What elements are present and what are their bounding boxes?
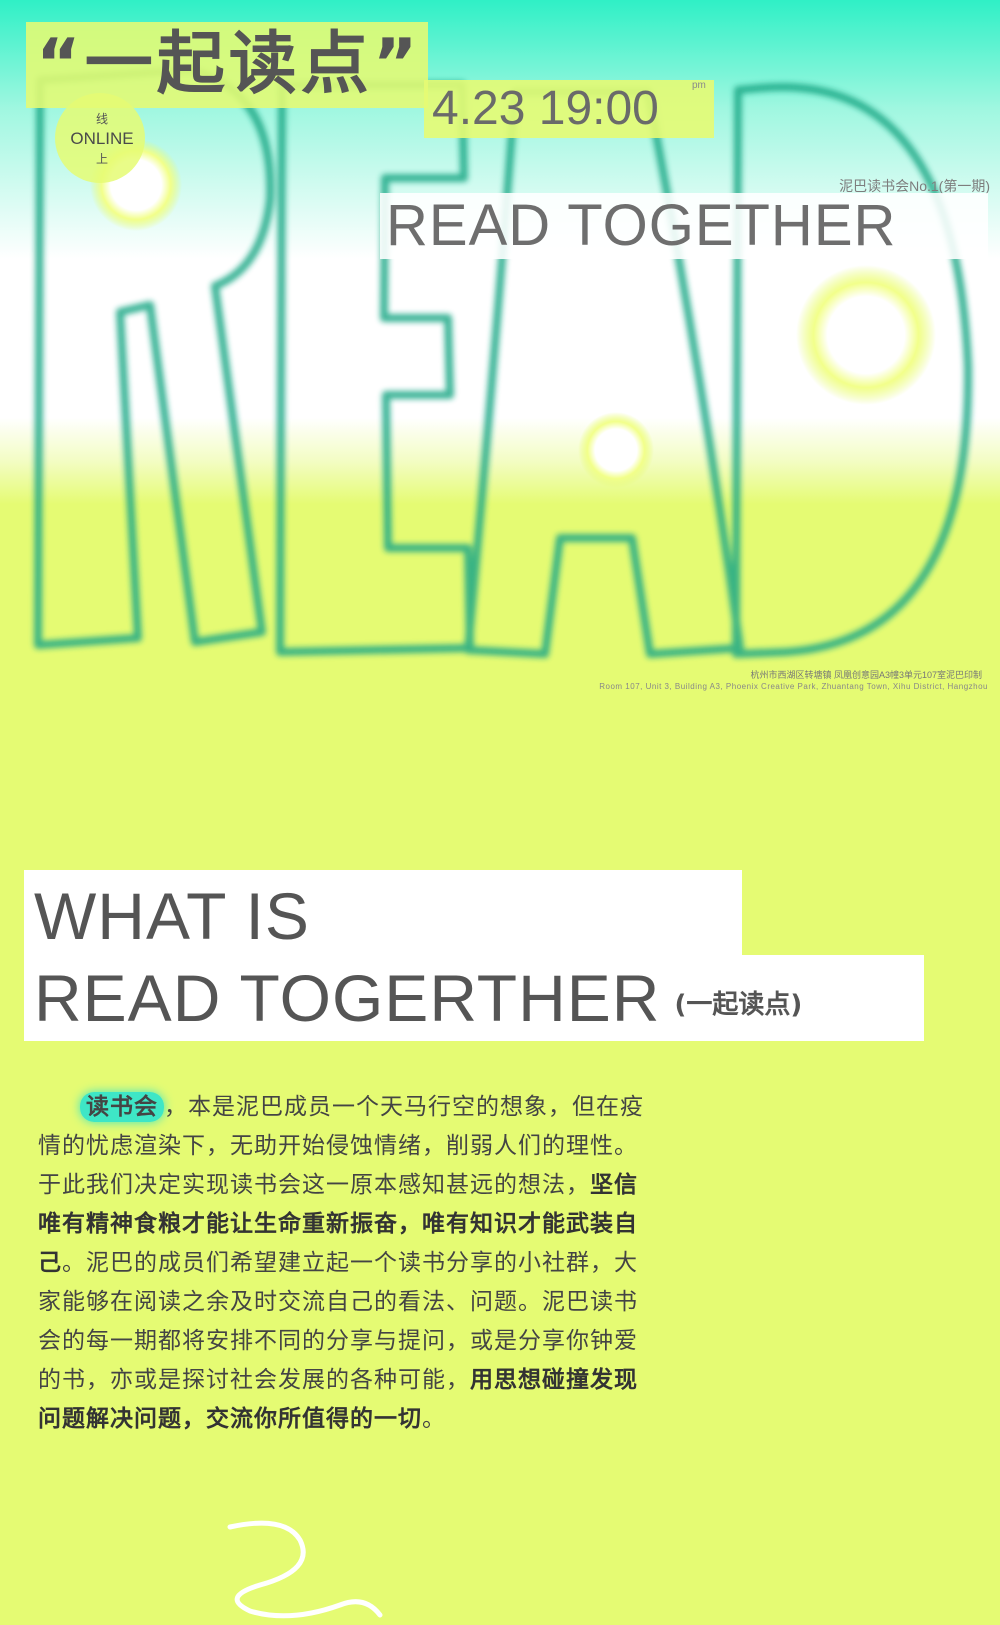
intro-paragraph: 读书会 ，本是泥巴成员一个天马行空的想象，但在疫情的忧虑渲染下，无助开始侵蚀情绪，… (38, 1088, 658, 1439)
highlight-keyword: 读书会 (80, 1092, 164, 1122)
read-together-title: READ TOGETHER (380, 193, 988, 259)
section-heading-line1: WHAT IS (24, 870, 742, 955)
para-part-1: ，本是泥巴成员一个天马行空的想象，但在疫情的忧虑渲染下，无助开始侵蚀情绪，削弱人… (38, 1094, 644, 1198)
address-cn: 杭州市西湖区转塘镇 凤凰创意园A3幢3单元107室泥巴印制 (750, 670, 982, 680)
heading-text: READ TOGERTHER (34, 961, 661, 1035)
glow-dots (55, 93, 936, 488)
event-datetime: 4.23 19:00 (424, 80, 714, 138)
online-bottom: 上 (95, 152, 108, 166)
online-label: ONLINE (70, 129, 134, 148)
online-top: 线 (95, 112, 108, 126)
address-en: Room 107, Unit 3, Building A3, Phoenix C… (599, 682, 988, 691)
heading-paren: (一起读点) (674, 990, 803, 1020)
para-bold-1: 坚信唯有精神食粮才能让生命重新振奋，唯有知识才能武装自己 (38, 1172, 638, 1276)
time-suffix: pm (692, 80, 706, 91)
para-part-2: 。泥巴的成员们希望建立起一个读书分享的小社群，大家能够在阅读之余及时交流自己的看… (38, 1250, 638, 1393)
poster-title: “一起读点” (26, 22, 428, 108)
section-heading-line2: READ TOGERTHER (一起读点) (24, 955, 924, 1041)
episode-label: 泥巴读书会No.1(第一期) (839, 178, 990, 194)
para-bold-2: 用思想碰撞发现问题解决问题，交流你所值得的一切 (38, 1367, 638, 1432)
online-badge: 线 ONLINE 上 (58, 110, 146, 180)
decorative-squiggle (227, 1520, 383, 1619)
para-part-3: 。 (422, 1406, 446, 1432)
poster-hero: “一起读点” 4.23 19:00 pm 线 ONLINE 上 泥巴读书会No.… (0, 0, 1000, 720)
read-letter-art (34, 66, 973, 658)
